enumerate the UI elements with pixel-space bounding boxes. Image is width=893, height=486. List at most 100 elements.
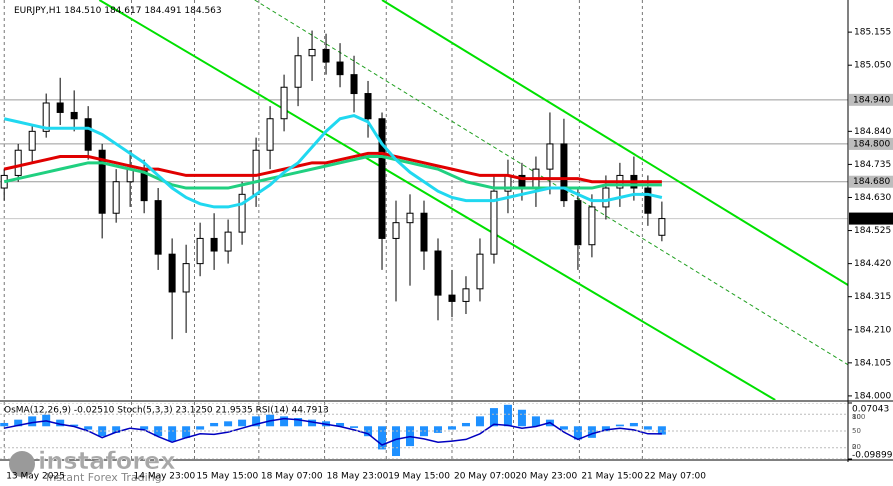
moving-average <box>3 114 663 209</box>
candle-body <box>602 187 610 208</box>
level-label: 184.680 <box>853 177 890 187</box>
osma-bar <box>154 426 163 437</box>
candle-body <box>70 111 78 120</box>
osma-bar <box>517 409 526 427</box>
rsi-tick-label: 100 <box>852 413 865 421</box>
osma-bar <box>643 426 652 430</box>
osma-bar <box>601 426 610 432</box>
candle-body <box>294 55 302 88</box>
oscillator-panel <box>0 403 848 459</box>
candle-body <box>154 200 162 255</box>
logo: instaforex Instant Forex Trading <box>9 447 177 484</box>
header-value: 184.563 <box>184 6 221 16</box>
rsi-line <box>4 417 662 446</box>
osma-bar <box>392 426 401 457</box>
y-tick-label: 184.630 <box>854 193 891 203</box>
candle-body <box>350 74 358 95</box>
candle-body <box>84 118 92 151</box>
logo-icon <box>9 451 35 477</box>
osma-bar <box>447 426 456 430</box>
osc-tick-label: -0.09899 <box>852 451 893 461</box>
osma-bar <box>629 422 638 427</box>
logo-tagline: Instant Forex Trading <box>46 471 162 484</box>
y-tick-label: 184.000 <box>854 391 891 401</box>
logo-name: instaforex <box>38 447 176 475</box>
osma-bar <box>433 426 442 433</box>
candle-body <box>574 200 582 246</box>
candle-body <box>182 263 190 293</box>
osma-bar <box>168 426 177 442</box>
x-tick-label: 19 May 15:00 <box>388 472 450 482</box>
candle-body <box>560 143 568 202</box>
x-tick-label: 18 May 07:00 <box>261 472 323 482</box>
level-label-box <box>849 175 893 188</box>
rsi-tick-label: 80 <box>852 413 861 421</box>
osma-bar <box>14 419 23 427</box>
candle-body <box>490 190 498 255</box>
header-value: 184.510 <box>64 6 101 16</box>
level-label: 184.800 <box>853 139 890 149</box>
header-value: 184.491 <box>144 6 181 16</box>
candle-body <box>42 102 50 132</box>
osma-bar <box>615 424 624 427</box>
price-label-box <box>849 212 893 225</box>
osma-bar <box>336 422 345 427</box>
header-value: EURJPY,H1 <box>14 6 61 16</box>
osma-bar <box>573 426 582 440</box>
x-tick-label: 22 May 07:00 <box>644 472 706 482</box>
x-tick-label: 20 May 23:00 <box>516 472 578 482</box>
osma-bar <box>0 422 9 427</box>
y-tick-label: 184.210 <box>854 325 891 335</box>
candle-body <box>658 218 666 236</box>
x-tick-label: 21 May 15:00 <box>581 472 643 482</box>
rsi-tick-label: 50 <box>852 427 861 435</box>
moving-average <box>3 151 662 184</box>
y-tick-label: 184.840 <box>854 127 891 137</box>
candle-body <box>644 187 652 214</box>
x-tick-label: 20 May 07:00 <box>454 472 516 482</box>
trend-line <box>98 0 776 400</box>
y-tick-label: 185.050 <box>854 61 891 71</box>
trend-line <box>381 0 848 286</box>
candle-body <box>56 102 64 113</box>
osma-bar <box>56 419 65 427</box>
osma-bar <box>112 426 121 433</box>
osma-bar <box>378 426 387 450</box>
osma-bar <box>531 416 540 427</box>
level-label-box <box>849 137 893 150</box>
osma-bar <box>308 419 317 427</box>
candle-body <box>588 206 596 246</box>
osma-bar <box>224 421 233 427</box>
osma-bar <box>210 422 219 427</box>
y-tick-label: 184.105 <box>854 358 891 368</box>
header-value: 184.617 <box>104 6 141 16</box>
rsi-tick-label: 20 <box>852 443 861 451</box>
osma-bar <box>657 426 666 435</box>
price-panel <box>0 0 848 400</box>
oscillator-title: OsMA(12,26,9) -0.02510 Stoch(5,3,3) 23.1… <box>4 406 329 416</box>
candle-body <box>322 48 330 63</box>
osma-bar <box>28 416 37 427</box>
candle-body <box>168 253 176 293</box>
candle-body <box>462 288 470 302</box>
osma-bar <box>350 426 359 428</box>
x-tick-label: 15 May 15:00 <box>197 472 259 482</box>
osma-bar <box>70 424 79 427</box>
y-tick-label: 184.525 <box>854 226 891 236</box>
candle-body <box>112 181 120 214</box>
chart-header: EURJPY,H1 184.510 184.617 184.491 184.56… <box>14 6 222 16</box>
candle-body <box>14 149 22 176</box>
x-tick-label: 14 May 23:00 <box>134 472 196 482</box>
candle-body <box>266 118 274 151</box>
candle-body <box>546 143 554 170</box>
level-label: 184.940 <box>853 95 890 105</box>
candle-body <box>476 253 484 290</box>
y-tick-label: 185.155 <box>854 28 891 38</box>
candle-body <box>448 294 456 302</box>
candle-body <box>98 149 106 214</box>
osc-tick-label: 0.07043 <box>852 405 889 415</box>
x-tick-label: 13 May 2025 <box>6 472 65 482</box>
